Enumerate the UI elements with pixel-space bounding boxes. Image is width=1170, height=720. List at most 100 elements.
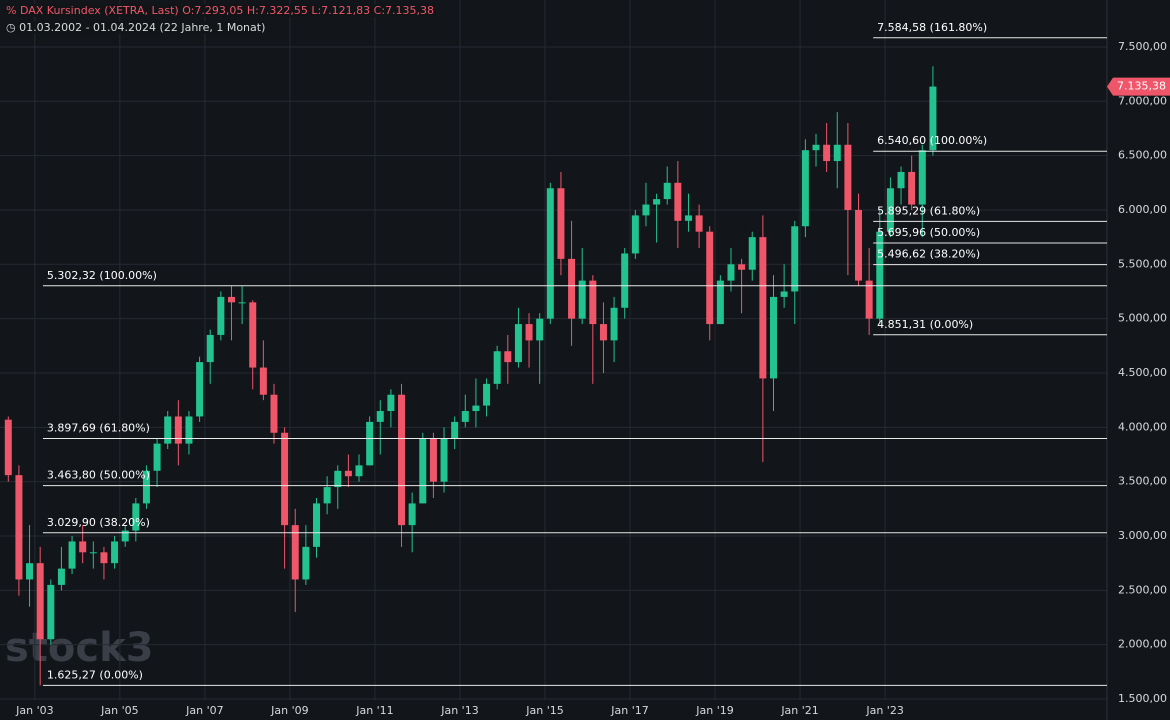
- y-tick-label: 1.500,00: [1118, 692, 1167, 705]
- y-tick-label: 5.000,00: [1118, 312, 1167, 325]
- candle-body: [525, 324, 533, 341]
- x-tick-label: Jan '15: [525, 704, 563, 717]
- candle-body: [111, 541, 119, 564]
- y-tick-label: 5.500,00: [1118, 257, 1167, 270]
- candle-body: [621, 253, 629, 308]
- price-tag: [1107, 77, 1170, 96]
- candle-body: [833, 144, 841, 162]
- candle-body: [897, 171, 905, 189]
- candle-body: [100, 552, 108, 564]
- candle-body: [653, 199, 661, 205]
- title: DAX Kursindex (XETRA, Last): [19, 4, 179, 17]
- candle-body: [716, 280, 724, 325]
- x-tick-label: Jan '03: [15, 704, 53, 717]
- candle-body: [89, 552, 97, 554]
- candle-body: [472, 405, 480, 412]
- candle-body: [823, 144, 831, 162]
- candle-body: [259, 367, 267, 395]
- h-value: 7.322,55: [258, 4, 308, 17]
- candle-body: [451, 421, 459, 439]
- candle-body: [918, 150, 926, 205]
- candle-body: [249, 302, 257, 368]
- fib-label: 5.496,62 (38.20%): [877, 248, 980, 261]
- candle-body: [855, 209, 863, 281]
- candle-body: [759, 237, 767, 379]
- y-tick-label: 4.500,00: [1118, 366, 1167, 379]
- candle-body: [599, 324, 607, 341]
- o-value: 7.293,05: [194, 4, 244, 17]
- candle-body: [26, 563, 34, 580]
- candle-body: [79, 541, 87, 553]
- candle-body: [312, 503, 320, 547]
- candle-body: [164, 416, 172, 444]
- header-line-2: ◷ 01.03.2002 - 01.04.2024 (22 Jahre, 1 M…: [4, 21, 268, 34]
- candle-body: [4, 419, 12, 476]
- candle-body: [376, 411, 384, 422]
- candle-body: [302, 546, 310, 580]
- candle-body: [695, 215, 703, 232]
- candle-body: [387, 394, 395, 412]
- candle-body: [121, 530, 129, 542]
- candle-body: [663, 182, 671, 200]
- candle-body: [206, 334, 214, 363]
- candle-body: [568, 258, 576, 319]
- candle-body: [610, 307, 618, 341]
- candle-body: [791, 226, 799, 292]
- candle-body: [196, 362, 204, 417]
- h-label: H:: [246, 4, 259, 17]
- x-tick-label: Jan '05: [100, 704, 138, 717]
- date-range: 01.03.2002 - 01.04.2024: [19, 21, 157, 34]
- candle-body: [578, 280, 586, 319]
- l-label: L:: [311, 4, 322, 17]
- candle-body: [886, 188, 894, 232]
- x-tick-label: Jan '13: [440, 704, 478, 717]
- candle-body: [366, 421, 374, 466]
- candle-body: [642, 204, 650, 216]
- fib-label: 7.584,58 (161.80%): [877, 21, 987, 34]
- fib-label: 3.897,69 (61.80%): [47, 421, 150, 434]
- candle-body: [227, 296, 235, 303]
- candle-body: [334, 470, 342, 488]
- candle-body: [15, 475, 23, 580]
- y-tick-label: 7.500,00: [1118, 40, 1167, 53]
- y-tick-label: 2.500,00: [1118, 583, 1167, 596]
- candle-body: [865, 280, 873, 319]
- x-tick-label: Jan '07: [185, 704, 223, 717]
- candle-body: [876, 231, 884, 319]
- candle-body: [323, 487, 331, 504]
- candle-body: [153, 443, 161, 471]
- span: (22 Jahre, 1 Monat): [159, 21, 266, 34]
- x-tick-label: Jan '17: [610, 704, 648, 717]
- candle-body: [738, 264, 746, 270]
- watermark: stock3: [5, 625, 154, 671]
- candle-body: [142, 470, 150, 504]
- icon: %: [6, 4, 17, 17]
- fib-label: 5.695,96 (50.00%): [877, 226, 980, 239]
- candle-body: [429, 438, 437, 482]
- candle-body: [536, 318, 544, 341]
- candle-body: [504, 351, 512, 363]
- candle-body: [217, 296, 225, 335]
- candle-body: [36, 563, 44, 640]
- x-tick-label: Jan '11: [355, 704, 393, 717]
- fib-label: 1.625,27 (0.00%): [47, 668, 143, 681]
- candle-body: [684, 215, 692, 221]
- candle-body: [355, 465, 363, 477]
- candle-body: [185, 416, 193, 444]
- candle-body: [514, 324, 522, 363]
- y-tick-label: 4.000,00: [1118, 420, 1167, 433]
- y-tick-label: 3.500,00: [1118, 475, 1167, 488]
- candle-body: [238, 302, 246, 304]
- candle-body: [769, 296, 777, 379]
- fib-label: 5.895,29 (61.80%): [877, 204, 980, 217]
- candle-body: [281, 432, 289, 526]
- c-value: 7.135,38: [385, 4, 435, 17]
- candle-body: [132, 503, 140, 531]
- fib-label: 3.463,80 (50.00%): [47, 469, 150, 482]
- candle-body: [270, 394, 278, 433]
- y-tick-label: 7.000,00: [1118, 94, 1167, 107]
- x-tick-label: Jan '23: [865, 704, 903, 717]
- y-tick-label: 3.000,00: [1118, 529, 1167, 542]
